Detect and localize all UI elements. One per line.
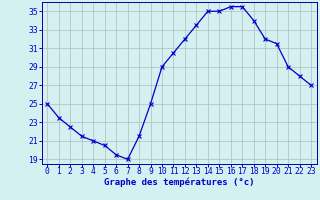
- X-axis label: Graphe des températures (°c): Graphe des températures (°c): [104, 178, 254, 187]
